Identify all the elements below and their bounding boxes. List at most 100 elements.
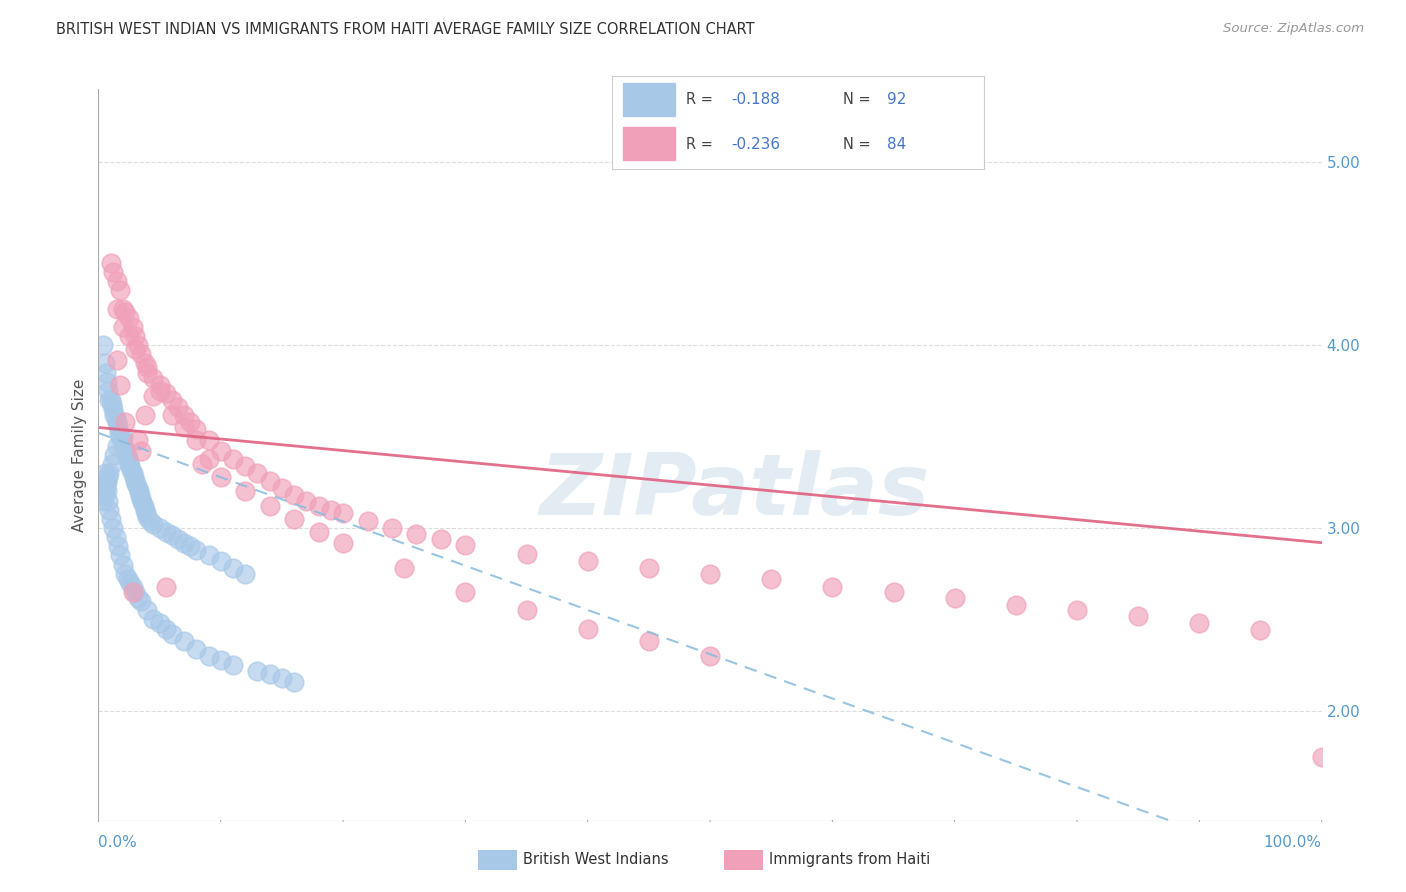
Point [186,434,208,448]
Point [117,572,139,586]
Point [120,458,142,473]
Point [430,532,453,546]
Point [97,470,120,484]
Point [118,329,141,343]
Point [105,274,128,288]
Point [197,451,219,466]
Point [149,378,172,392]
Point [308,499,330,513]
Point [111,434,134,448]
Point [122,470,145,484]
Point [270,671,294,685]
Text: 84: 84 [887,136,907,152]
Point [761,572,783,586]
Point [222,451,245,466]
Point [405,526,427,541]
Point [179,539,201,553]
Point [118,310,141,325]
Point [103,448,125,462]
Point [103,408,125,422]
Point [124,585,146,599]
Point [111,320,134,334]
Point [121,320,143,334]
Text: N =: N = [842,136,875,152]
Point [93,488,115,502]
Point [129,594,152,608]
Point [576,554,599,568]
Point [96,484,118,499]
Point [91,493,114,508]
Point [821,580,844,594]
Point [149,521,172,535]
Point [127,481,149,495]
Y-axis label: Average Family Size: Average Family Size [72,378,87,532]
Point [98,502,121,516]
Point [160,408,183,422]
Point [209,470,232,484]
Point [111,301,134,316]
Point [110,284,132,298]
Text: -0.188: -0.188 [731,92,780,107]
Point [1128,608,1150,623]
Point [98,392,121,407]
Point [108,425,131,440]
Point [197,434,219,448]
Point [155,385,177,400]
Point [129,488,152,502]
Point [142,371,165,385]
Point [94,475,117,490]
Point [97,493,120,508]
Point [173,420,195,434]
Point [96,375,118,389]
Point [381,521,404,535]
Text: R =: R = [686,92,717,107]
Text: -0.236: -0.236 [731,136,780,152]
Point [1004,598,1026,612]
Point [124,342,146,356]
Point [120,576,142,591]
Point [295,493,318,508]
Point [155,580,177,594]
Point [259,499,281,513]
Point [186,422,208,436]
Point [115,448,138,462]
Point [114,444,136,458]
Point [136,510,159,524]
Point [356,514,378,528]
Point [105,301,128,316]
Point [97,384,120,398]
Point [107,539,129,553]
Point [121,467,143,481]
Point [173,408,195,422]
Point [246,664,269,678]
Point [516,547,538,561]
Point [110,378,132,392]
Point [114,566,136,581]
Point [699,649,721,664]
Point [233,458,256,473]
Point [110,429,132,443]
Text: R =: R = [686,136,717,152]
Point [1188,616,1211,631]
Point [149,384,172,398]
Point [142,389,165,403]
Point [129,347,152,361]
Point [699,566,721,581]
Point [222,658,245,673]
Point [392,561,416,575]
Point [283,512,305,526]
Point [129,444,152,458]
Point [209,444,232,458]
Point [149,616,172,631]
Point [110,549,132,563]
Point [209,653,232,667]
Point [105,439,128,453]
Point [283,674,305,689]
Point [111,429,134,443]
Point [136,366,159,380]
Point [125,477,148,491]
Point [883,585,905,599]
Point [160,627,183,641]
Point [638,561,661,575]
Point [155,622,177,636]
